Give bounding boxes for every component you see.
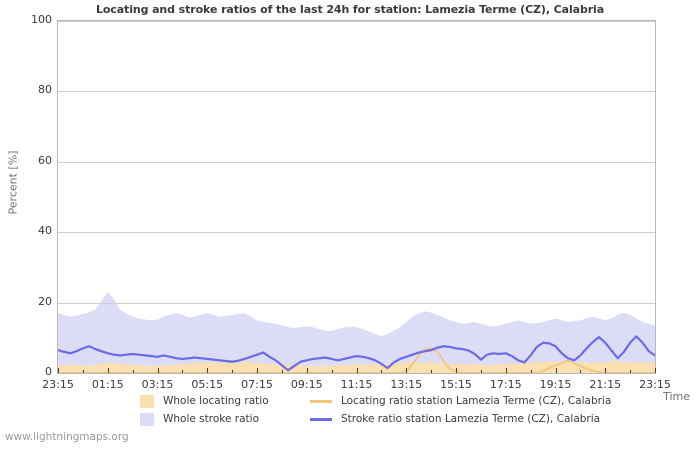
x-tick-mark: [107, 368, 109, 373]
x-tick-mark: [207, 368, 209, 373]
x-axis-label: Time: [663, 390, 690, 403]
x-tick-mark: [257, 368, 258, 373]
x-tick-mark: [505, 368, 507, 373]
x-tick-mark-minor: [530, 370, 532, 373]
line-swatch-icon: [310, 399, 332, 403]
chart-legend: Whole locating ratio Locating ratio stat…: [140, 393, 680, 429]
gridline: [58, 162, 655, 163]
x-tick-mark: [456, 368, 457, 373]
y-tick-label: 60: [38, 153, 52, 167]
x-tick-mark-minor: [381, 370, 383, 373]
x-tick-mark-minor: [630, 370, 632, 373]
legend-item-stroke-ratio-station[interactable]: Stroke ratio station Lamezia Terme (CZ),…: [310, 413, 680, 425]
x-tick-label: 19:15: [539, 378, 572, 391]
legend-label: Stroke ratio station Lamezia Terme (CZ),…: [341, 413, 601, 425]
legend-label: Whole locating ratio: [163, 395, 269, 407]
x-tick-mark: [58, 368, 59, 373]
x-tick-mark-minor: [331, 370, 333, 373]
x-tick-label: 05:15: [191, 378, 224, 391]
x-tick-mark: [356, 368, 358, 373]
line-swatch-icon: [310, 417, 332, 421]
x-tick-mark: [655, 368, 656, 373]
x-tick-label: 11:15: [340, 378, 373, 391]
x-tick-mark: [605, 368, 607, 373]
x-tick-label: 09:15: [290, 378, 323, 391]
y-axis-label: Percent [%]: [6, 150, 20, 215]
x-tick-mark: [157, 368, 159, 373]
gridline: [58, 91, 655, 92]
area-swatch-icon: [140, 394, 154, 408]
legend-row: Whole stroke ratio Stroke ratio station …: [140, 411, 680, 427]
legend-label: Locating ratio station Lamezia Terme (CZ…: [341, 395, 612, 407]
x-tick-mark-minor: [281, 370, 283, 373]
y-tick-label: 0: [45, 365, 52, 378]
x-tick-mark-minor: [431, 370, 433, 373]
legend-item-locating-ratio-station[interactable]: Locating ratio station Lamezia Terme (CZ…: [310, 395, 680, 407]
x-tick-label: 03:15: [141, 378, 174, 391]
x-tick-label: 13:15: [390, 378, 423, 391]
x-tick-mark-minor: [182, 370, 184, 373]
x-tick-label: 23:15: [639, 378, 671, 391]
x-tick-label: 23:15: [42, 378, 74, 391]
x-tick-label: 21:15: [589, 378, 622, 391]
x-tick-mark: [555, 368, 557, 373]
x-tick-mark: [406, 368, 408, 373]
x-tick-label: 01:15: [91, 378, 124, 391]
y-tick-label: 40: [38, 224, 52, 238]
x-tick-label: 07:15: [241, 378, 273, 391]
y-tick-label: 20: [38, 294, 52, 308]
legend-item-whole-stroke-ratio[interactable]: Whole stroke ratio: [140, 412, 310, 426]
gridline: [58, 303, 655, 304]
x-tick-mark-minor: [132, 370, 134, 373]
legend-row: Whole locating ratio Locating ratio stat…: [140, 393, 680, 409]
gridline: [58, 21, 655, 22]
x-tick-label: 15:15: [440, 378, 472, 391]
line-series: [58, 336, 655, 370]
legend-item-whole-locating-ratio[interactable]: Whole locating ratio: [140, 394, 310, 408]
x-tick-mark-minor: [480, 370, 482, 373]
x-tick-mark-minor: [232, 370, 234, 373]
legend-label: Whole stroke ratio: [163, 413, 259, 425]
x-tick-mark-minor: [82, 370, 84, 373]
line-series: [58, 348, 655, 373]
page-title: Locating and stroke ratios of the last 2…: [95, 3, 605, 16]
area-swatch-icon: [140, 412, 154, 426]
x-tick-label: 17:15: [489, 378, 522, 391]
y-tick-label: 100: [31, 13, 52, 26]
plot-area: [57, 20, 656, 374]
gridline: [58, 232, 655, 233]
x-tick-mark-minor: [580, 370, 582, 373]
watermark: www.lightningmaps.org: [5, 431, 129, 443]
y-tick-label: 80: [38, 83, 52, 97]
plot-series-svg: [58, 292, 655, 373]
x-tick-mark: [306, 368, 308, 373]
